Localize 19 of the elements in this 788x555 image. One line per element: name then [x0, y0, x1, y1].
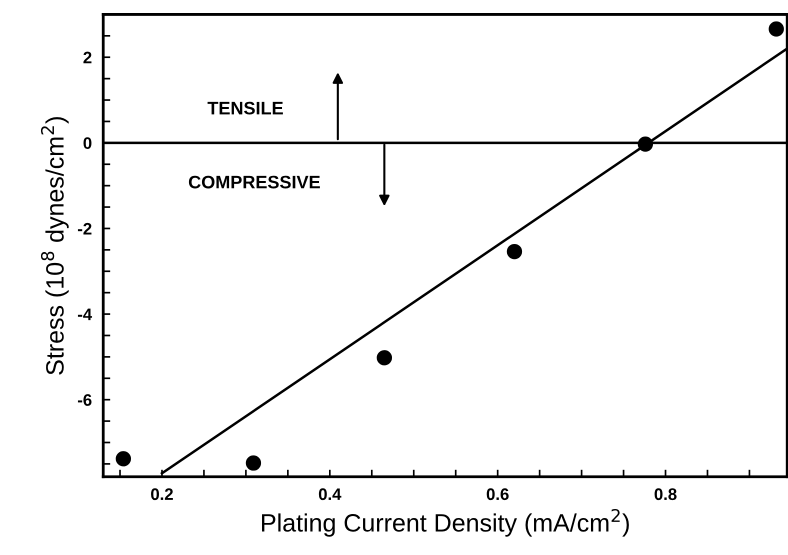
y-tick-label: -4	[78, 308, 92, 320]
y-tick-label: 0	[84, 137, 92, 150]
point	[376, 350, 392, 366]
x-tick-label: 0.6	[486, 488, 509, 500]
y-tick-label: -6	[78, 394, 92, 406]
y-axis-title: Stress (10$^{8}$ dynes/cm$^{2}$)	[40, 117, 69, 375]
x-tick-label: 0.8	[654, 488, 677, 500]
x-axis-title: Plating Current Density (mA/cm$^{2}$)	[262, 508, 629, 537]
x-tick-label: 0.2	[151, 488, 173, 500]
annotation: TENSILE	[208, 102, 283, 115]
y-tick-label: -2	[78, 222, 92, 235]
annotation: COMPRESSIVE	[188, 176, 320, 188]
point	[638, 136, 654, 152]
point	[246, 455, 262, 471]
point	[506, 244, 522, 260]
y-tick-label: 2	[83, 52, 92, 64]
x-tick-label: 0.4	[318, 488, 342, 500]
point	[116, 451, 132, 466]
point	[768, 21, 784, 37]
